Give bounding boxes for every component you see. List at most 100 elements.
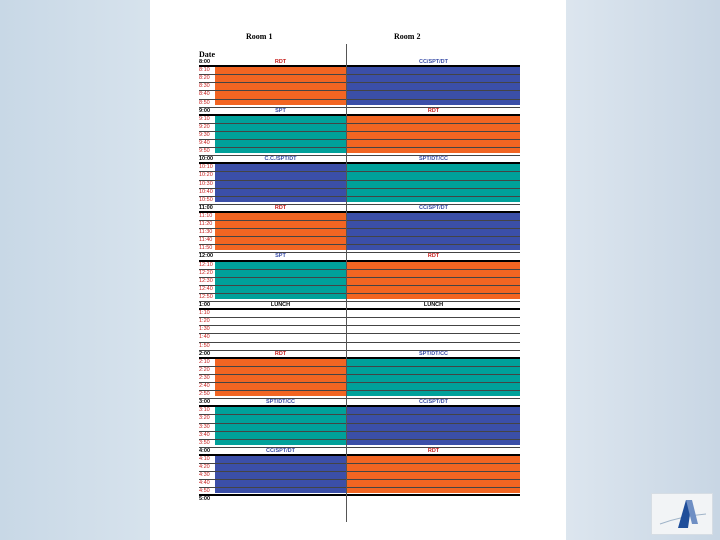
row-line <box>199 453 520 456</box>
minute-time-label: 11:20 <box>199 221 213 227</box>
room1-session-label: SPT <box>275 253 286 260</box>
room1-session-block[interactable] <box>215 115 346 154</box>
company-logo <box>651 493 713 535</box>
row-line <box>199 106 520 108</box>
room2-session-block[interactable] <box>347 115 520 154</box>
row-line <box>199 398 520 400</box>
row-line <box>199 414 520 416</box>
room2-session-block[interactable] <box>347 67 520 105</box>
room2-session-label: LUNCH <box>423 302 444 308</box>
room2-session-label: SPT/DT/CC <box>418 156 449 163</box>
room2-session-label: CC/SPT/DT <box>418 204 449 211</box>
hour-time-label: 4:00 <box>199 447 211 454</box>
hour-time-label: 1:00 <box>199 302 211 308</box>
minute-time-label: 2:20 <box>199 366 210 373</box>
minute-time-label: 9:10 <box>199 115 210 122</box>
minute-time-label: 3:40 <box>199 431 210 438</box>
minute-time-label: 11:40 <box>199 237 213 244</box>
hour-time-label: 2:00 <box>199 350 211 357</box>
room2-header: Room 2 <box>394 32 421 41</box>
room1-session-label: C.C./SPT/DT <box>264 156 297 163</box>
minute-time-label: 10:20 <box>199 172 213 179</box>
row-line <box>199 333 520 335</box>
minute-time-label: 8:50 <box>199 99 210 106</box>
minute-time-label: 9:30 <box>199 131 210 138</box>
row-line <box>199 65 520 68</box>
room2-session-block[interactable] <box>347 407 520 445</box>
row-line <box>199 203 520 205</box>
row-line <box>199 356 520 359</box>
row-line <box>199 155 520 157</box>
minute-time-label: 8:30 <box>199 83 210 90</box>
row-line <box>199 494 520 497</box>
room1-header: Room 1 <box>246 32 273 41</box>
room2-session-label: CC/SPT/DT <box>418 59 449 65</box>
row-line <box>199 236 520 238</box>
row-line <box>199 130 520 132</box>
minute-time-label: 12:30 <box>199 277 213 284</box>
room2-session-label: SPT/DT/CC <box>418 350 449 357</box>
minute-time-label: 3:30 <box>199 423 210 430</box>
room2-session-block[interactable] <box>347 261 520 299</box>
room2-session-label: CC/SPT/DT <box>418 399 449 406</box>
minute-time-label: 4:50 <box>199 488 210 495</box>
row-line <box>199 244 520 246</box>
row-line <box>199 438 520 440</box>
row-line <box>199 122 520 124</box>
minute-time-label: 3:50 <box>199 439 210 446</box>
row-line <box>199 195 520 197</box>
row-line <box>199 171 520 173</box>
room1-session-block[interactable] <box>215 455 346 494</box>
room1-session-block[interactable] <box>215 212 346 251</box>
room2-session-block[interactable] <box>347 455 520 494</box>
row-line <box>199 284 520 286</box>
room2-session-label: RDT <box>427 107 440 114</box>
hour-time-label: 10:00 <box>199 156 214 163</box>
minute-time-label: 12:20 <box>199 269 213 276</box>
minute-time-label: 4:20 <box>199 464 210 470</box>
row-line <box>199 210 520 213</box>
row-line <box>199 113 520 116</box>
minute-time-label: 1:50 <box>199 342 210 349</box>
row-line <box>199 179 520 181</box>
minute-time-label: 9:40 <box>199 140 210 146</box>
room1-session-block[interactable] <box>215 358 346 397</box>
minute-time-label: 10:10 <box>199 164 213 171</box>
minute-time-label: 8:20 <box>199 75 210 82</box>
minute-time-label: 9:50 <box>199 148 210 155</box>
row-line <box>199 228 520 230</box>
hour-time-label: 12:00 <box>199 253 214 260</box>
room1-session-label: RDT <box>274 59 287 65</box>
minute-time-label: 8:40 <box>199 91 210 98</box>
room2-session-block[interactable] <box>347 358 520 397</box>
row-line <box>199 147 520 149</box>
row-line <box>199 220 520 221</box>
minute-time-label: 1:10 <box>199 310 210 317</box>
row-line <box>199 463 520 464</box>
room1-session-block[interactable] <box>215 261 346 299</box>
room2-session-label: RDT <box>427 447 440 454</box>
room2-session-block[interactable] <box>347 212 520 251</box>
row-line <box>199 390 520 392</box>
row-line <box>199 268 520 270</box>
minute-time-label: 3:20 <box>199 415 210 422</box>
row-line <box>199 252 520 254</box>
row-line <box>199 405 520 408</box>
end-time-label: 5:00 <box>199 496 211 503</box>
row-line <box>199 162 520 165</box>
row-line <box>199 74 520 76</box>
row-line <box>199 479 520 481</box>
row-line <box>199 430 520 432</box>
row-line <box>199 90 520 92</box>
room1-session-block[interactable] <box>215 67 346 105</box>
minute-time-label: 2:30 <box>199 374 210 381</box>
room1-session-block[interactable] <box>215 164 346 202</box>
room1-session-block[interactable] <box>215 407 346 445</box>
minute-time-label: 1:20 <box>199 318 210 325</box>
room2-session-block[interactable] <box>347 164 520 202</box>
minute-time-label: 11:50 <box>199 245 213 252</box>
room1-session-label: SPT <box>275 107 286 114</box>
row-line <box>199 187 520 189</box>
row-line <box>199 471 520 473</box>
minute-time-label: 11:10 <box>199 212 213 219</box>
